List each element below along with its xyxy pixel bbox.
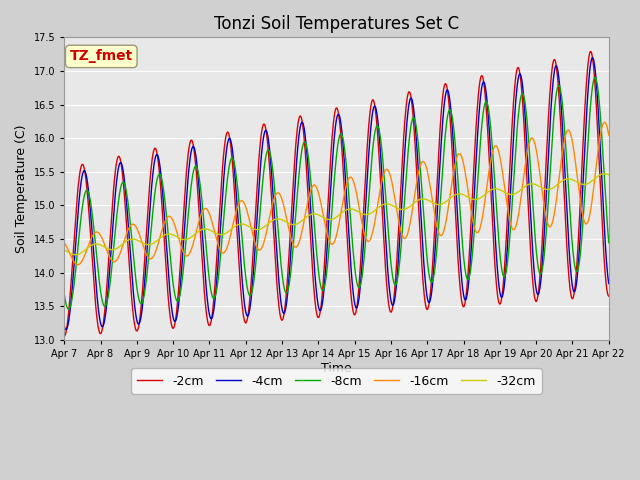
-2cm — [605, 293, 612, 299]
-4cm — [182, 207, 189, 213]
-32cm — [243, 222, 250, 228]
-8cm — [182, 241, 189, 247]
-4cm — [168, 311, 176, 317]
-4cm — [243, 312, 250, 318]
-16cm — [541, 205, 548, 211]
-8cm — [591, 74, 599, 80]
-16cm — [74, 262, 82, 267]
X-axis label: Time: Time — [321, 361, 352, 374]
Line: -16cm: -16cm — [64, 122, 609, 264]
-4cm — [605, 281, 612, 287]
Line: -8cm: -8cm — [64, 77, 609, 309]
Line: -2cm: -2cm — [64, 51, 609, 336]
-8cm — [60, 291, 68, 297]
-16cm — [605, 132, 612, 138]
Legend: -2cm, -4cm, -8cm, -16cm, -32cm: -2cm, -4cm, -8cm, -16cm, -32cm — [131, 369, 542, 394]
-32cm — [601, 171, 609, 177]
-32cm — [421, 196, 429, 202]
-32cm — [541, 186, 548, 192]
-8cm — [541, 251, 548, 256]
-8cm — [65, 306, 72, 312]
-2cm — [243, 320, 250, 325]
-16cm — [182, 252, 189, 258]
-32cm — [72, 252, 80, 258]
-16cm — [60, 240, 68, 245]
-8cm — [605, 240, 612, 246]
-2cm — [421, 298, 429, 303]
Line: -32cm: -32cm — [64, 174, 609, 255]
-2cm — [182, 184, 189, 190]
-16cm — [168, 217, 176, 223]
-8cm — [493, 204, 500, 210]
-32cm — [605, 172, 612, 178]
-16cm — [243, 206, 250, 212]
-4cm — [60, 323, 68, 329]
-32cm — [168, 232, 176, 238]
-32cm — [493, 186, 500, 192]
-32cm — [182, 237, 189, 242]
-2cm — [492, 276, 500, 282]
-4cm — [421, 278, 429, 284]
-2cm — [168, 324, 176, 330]
-4cm — [541, 228, 548, 233]
-8cm — [421, 234, 429, 240]
-32cm — [60, 247, 68, 253]
-4cm — [493, 252, 500, 258]
Y-axis label: Soil Temperature (C): Soil Temperature (C) — [15, 124, 28, 253]
-2cm — [60, 334, 68, 339]
-16cm — [421, 161, 429, 167]
-4cm — [62, 326, 70, 332]
-2cm — [540, 203, 548, 208]
-16cm — [493, 143, 500, 149]
Text: TZ_fmet: TZ_fmet — [70, 49, 133, 63]
-2cm — [587, 48, 595, 54]
Title: Tonzi Soil Temperatures Set C: Tonzi Soil Temperatures Set C — [214, 15, 459, 33]
-4cm — [589, 55, 596, 60]
Line: -4cm: -4cm — [64, 58, 609, 329]
-8cm — [243, 281, 250, 287]
-8cm — [168, 276, 176, 281]
-16cm — [601, 120, 609, 125]
